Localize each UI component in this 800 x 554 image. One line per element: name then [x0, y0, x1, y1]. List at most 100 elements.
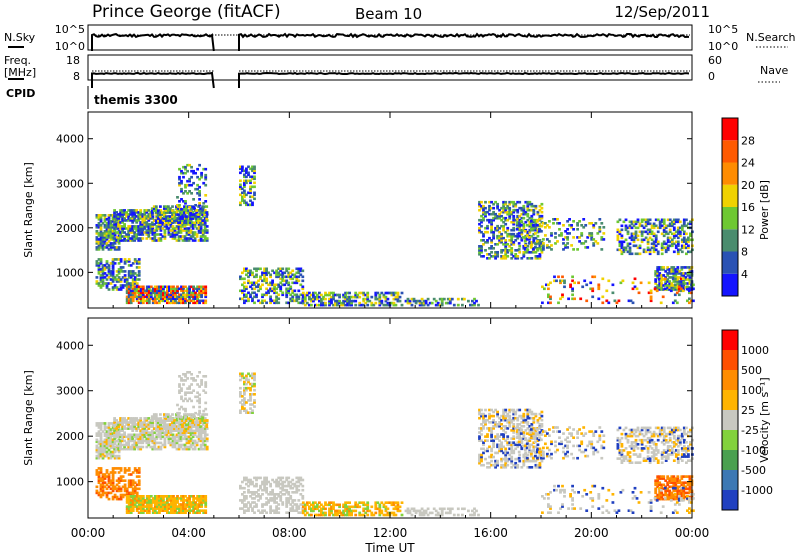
- power-cell: [200, 291, 203, 295]
- power-cell: [131, 225, 135, 228]
- power-cell: [310, 297, 313, 301]
- power-cell: [113, 213, 116, 216]
- power-cell: [159, 215, 162, 218]
- power-cell: [255, 267, 258, 271]
- power-cell: [478, 202, 481, 206]
- velocity-cell: [139, 441, 143, 445]
- power-cell: [139, 231, 143, 234]
- power-cell: [561, 293, 564, 297]
- power-cell: [257, 283, 260, 287]
- power-cell: [174, 291, 177, 295]
- power-cell: [488, 218, 491, 222]
- power-cell: [350, 301, 353, 305]
- power-cell: [496, 228, 499, 232]
- power-cell: [685, 224, 688, 228]
- power-cell: [660, 246, 664, 250]
- power-cell: [663, 277, 667, 281]
- power-cell: [97, 270, 101, 273]
- velocity-cell: [139, 503, 143, 506]
- power-cell: [681, 277, 685, 281]
- velocity-cell: [95, 422, 99, 425]
- power-cell: [151, 287, 155, 291]
- power-cell: [510, 257, 514, 260]
- power-cell: [295, 271, 299, 275]
- power-cell: [204, 285, 208, 289]
- velocity-cell: [178, 505, 181, 508]
- power-cell: [672, 280, 676, 283]
- power-cell: [105, 266, 109, 269]
- power-cell: [301, 301, 305, 305]
- power-cell: [440, 297, 444, 301]
- power-cell: [374, 295, 378, 299]
- velocity-cell: [143, 435, 147, 439]
- velocity-cell: [275, 507, 278, 510]
- power-cell: [484, 210, 487, 214]
- power-cell: [97, 218, 101, 221]
- power-cell: [446, 297, 450, 301]
- power-cell: [131, 285, 135, 289]
- velocity-cell: [200, 509, 203, 512]
- power-cell: [660, 284, 664, 287]
- velocity-cell: [194, 395, 197, 399]
- power-cell: [572, 228, 575, 231]
- power-cell: [285, 275, 289, 279]
- power-cell: [289, 271, 293, 275]
- velocity-cell: [301, 509, 305, 513]
- velocity-cell: [153, 507, 157, 510]
- velocity-cell: [129, 507, 133, 510]
- velocity-cell: [103, 491, 107, 495]
- velocity-cell: [203, 419, 207, 422]
- velocity-cell: [168, 503, 171, 506]
- velocity-cell: [107, 432, 111, 435]
- velocity-cell: [125, 505, 129, 508]
- velocity-cell: [163, 433, 167, 437]
- power-cell: [139, 289, 143, 293]
- velocity-cell: [141, 507, 145, 510]
- power-cell: [141, 221, 145, 224]
- power-cell: [107, 270, 111, 273]
- power-cell: [269, 281, 272, 285]
- velocity-cell: [151, 509, 155, 512]
- velocity-cell: [289, 484, 293, 488]
- power-cell: [508, 216, 512, 220]
- velocity-cell: [257, 495, 260, 498]
- velocity-cell: [301, 484, 305, 488]
- power-cell: [674, 240, 678, 244]
- velocity-cell: [332, 503, 335, 507]
- velocity-cell: [137, 487, 141, 491]
- power-cell: [111, 230, 115, 233]
- power-cell: [204, 287, 208, 291]
- velocity-cell: [170, 509, 173, 512]
- power-cell: [143, 299, 147, 303]
- power-cell: [135, 260, 139, 263]
- velocity-cell: [123, 427, 126, 430]
- power-cell: [185, 239, 189, 242]
- velocity-cell: [141, 499, 145, 502]
- power-cell: [504, 249, 508, 252]
- power-cell: [257, 299, 260, 303]
- power-cell: [131, 262, 135, 265]
- velocity-cell: [185, 427, 188, 431]
- velocity-cell: [162, 505, 165, 508]
- velocity-cell: [111, 497, 115, 501]
- power-cell: [99, 236, 103, 239]
- power-cell: [243, 183, 246, 187]
- velocity-cell: [111, 450, 115, 454]
- power-cell: [588, 222, 592, 225]
- velocity-cell: [115, 483, 119, 487]
- power-cell: [318, 291, 321, 295]
- power-cell: [566, 242, 569, 245]
- velocity-cell: [358, 513, 362, 517]
- power-cell: [508, 210, 512, 214]
- power-cell: [620, 244, 624, 248]
- power-cell: [107, 224, 111, 227]
- power-cell: [494, 253, 497, 256]
- power-cell: [504, 200, 508, 204]
- power-cell: [187, 229, 191, 232]
- velocity-cell: [137, 469, 141, 472]
- power-cell: [314, 291, 317, 295]
- power-cell: [564, 236, 567, 239]
- power-cell: [103, 264, 107, 267]
- velocity-cell: [115, 439, 118, 443]
- power-cell: [650, 226, 654, 230]
